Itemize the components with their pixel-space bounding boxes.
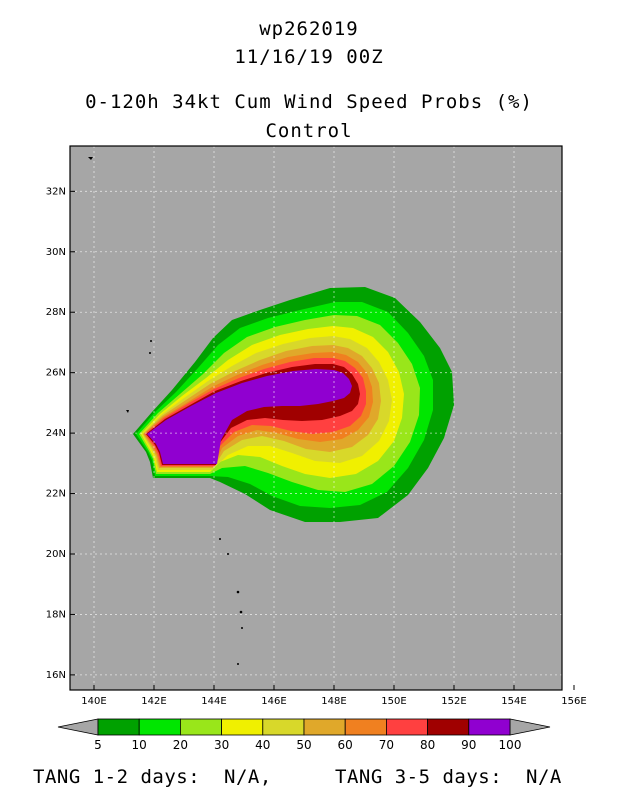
- legend-swatch: [221, 718, 264, 736]
- legend-value-label: 70: [379, 738, 394, 752]
- lon-tick-label: 154E: [501, 696, 526, 707]
- datetime-title: 11/16/19 00Z: [234, 46, 384, 68]
- legend-swatch: [385, 718, 428, 736]
- legend-swatch: [262, 718, 305, 736]
- legend-low-arrow: [57, 718, 99, 736]
- lon-tick-label: 140E: [81, 696, 106, 707]
- lat-tick-label: 28N: [46, 307, 66, 318]
- map-gridlines: [70, 146, 562, 690]
- island-marker: [227, 553, 229, 555]
- tang-3-5-days: TANG 3-5 days: N/A: [335, 766, 562, 788]
- lat-tick-label: 30N: [46, 247, 66, 258]
- lon-tick-label: 152E: [441, 696, 466, 707]
- lon-tick-label: 142E: [141, 696, 166, 707]
- legend-value-label: 10: [132, 738, 147, 752]
- island-marker: [239, 610, 243, 614]
- island-marker: [88, 157, 93, 160]
- run-title: Control: [265, 120, 353, 142]
- lon-tick-label: 156E: [561, 696, 586, 707]
- map-frame: [69, 145, 563, 691]
- legend-swatch: [97, 718, 140, 736]
- legend-value-label: 100: [499, 738, 522, 752]
- latitude-axis: 32N 30N 28N 26N 24N 22N 20N 18N 16N: [46, 186, 75, 681]
- legend-high-arrow: [509, 718, 551, 736]
- legend-swatch: [427, 718, 470, 736]
- legend-swatch: [179, 718, 222, 736]
- wind-probability-swath: [133, 287, 454, 522]
- legend-value-label: 5: [94, 738, 102, 752]
- island-marker: [149, 352, 151, 354]
- contour-90-percent: [147, 369, 352, 464]
- island-marker: [241, 627, 243, 629]
- storm-id-title: wp262019: [259, 18, 359, 40]
- tang-1-2-days: TANG 1-2 days: N/A,: [33, 766, 272, 788]
- lon-tick-label: 144E: [201, 696, 226, 707]
- lat-tick-label: 16N: [46, 670, 66, 681]
- lon-tick-label: 146E: [261, 696, 286, 707]
- product-title: 0-120h 34kt Cum Wind Speed Probs (%): [85, 91, 533, 113]
- legend-value-label: 90: [461, 738, 476, 752]
- lat-tick-label: 24N: [46, 428, 66, 439]
- legend-swatch: [468, 718, 511, 736]
- lat-tick-label: 32N: [46, 186, 66, 197]
- lat-tick-label: 26N: [46, 368, 66, 379]
- lon-tick-label: 150E: [381, 696, 406, 707]
- island-marker: [236, 590, 240, 594]
- island-markers: [88, 157, 243, 665]
- legend-swatch: [138, 718, 181, 736]
- legend-value-label: 50: [296, 738, 311, 752]
- legend-value-label: 40: [255, 738, 270, 752]
- lon-tick-label: 148E: [321, 696, 346, 707]
- longitude-axis: 140E142E144E146E148E150E152E154E156E158E: [81, 685, 587, 707]
- island-marker: [126, 410, 129, 413]
- legend-value-label: 60: [338, 738, 353, 752]
- island-marker: [150, 340, 152, 342]
- island-marker: [219, 538, 221, 540]
- island-marker: [237, 663, 239, 665]
- lat-tick-label: 20N: [46, 549, 66, 560]
- lat-tick-label: 22N: [46, 489, 66, 500]
- legend-value-label: 20: [173, 738, 188, 752]
- legend-value-label: 30: [214, 738, 229, 752]
- legend-value-label: 80: [420, 738, 435, 752]
- lat-tick-label: 18N: [46, 609, 66, 620]
- legend-swatch: [344, 718, 387, 736]
- legend-swatch: [303, 718, 346, 736]
- probability-legend: 5 10 20 30 40 50 60 70 80 90 100: [57, 718, 551, 752]
